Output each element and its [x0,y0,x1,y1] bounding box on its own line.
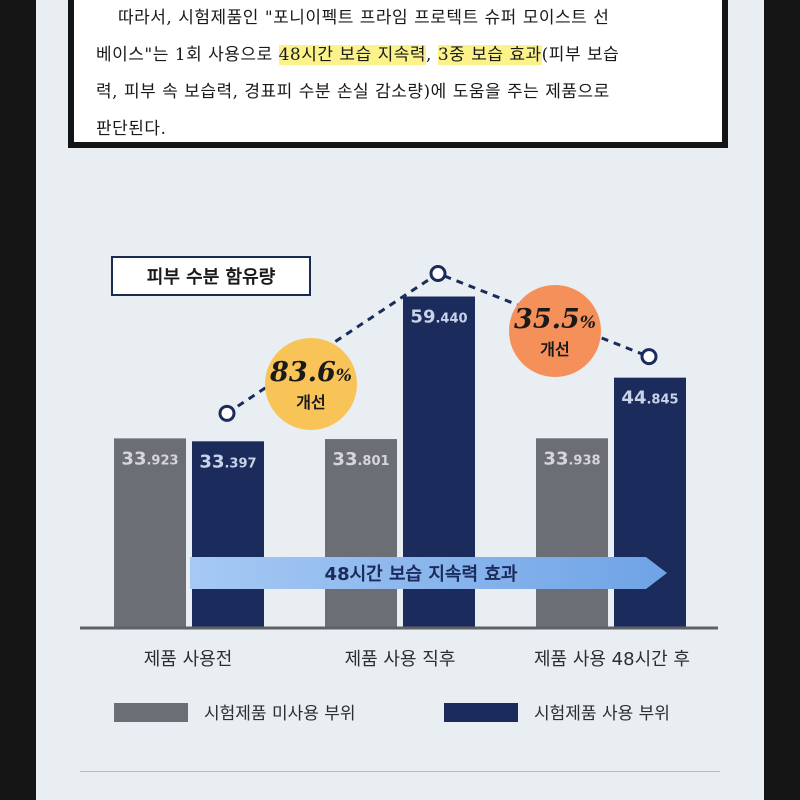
legend-label-0: 시험제품 미사용 부위 [204,704,356,724]
bar-value-label-0-0: 33.923 [121,448,178,469]
legend: 시험제품 미사용 부위 시험제품 사용 부위 [114,703,670,724]
doc-line-2-post: (피부 보습 [541,45,620,65]
bar-untreated-2 [536,438,608,627]
highlight-3x: 3중 보습 효과 [437,45,542,65]
bar-value-label-1-2: 44.845 [621,388,678,409]
improvement-percent-1: 35.5% [514,304,596,335]
bar-value-label-1-0: 33.397 [199,451,256,472]
trend-point-0 [218,404,236,422]
trend-point-1 [429,265,447,283]
x-tick-label-2: 제품 사용 48시간 후 [534,649,690,670]
x-tick-label-0: 제품 사용전 [144,649,233,670]
legend-swatch-1 [444,703,518,722]
badge-layer: 83.6% 개선 35.5% 개선 [265,285,601,430]
doc-line-2-pre: 베이스"는 1회 사용으로 [96,45,279,65]
section-divider [80,771,720,772]
x-tick-label-1: 제품 사용 직후 [345,649,456,670]
improvement-badge-1 [509,285,601,377]
bar-value-label-1-1: 59.440 [410,307,467,328]
doc-line-4: 판단된다. [96,119,167,139]
effect-arrow: 48시간 보습 지속력 효과 [190,557,667,589]
bar-value-label-0-1: 33.801 [332,449,389,470]
effect-arrow-shape [190,557,667,589]
doc-line-1: 따라서, 시험제품인 "포니이펙트 프라임 프로텍트 슈퍼 모이스트 선 [118,8,610,28]
chart-title: 피부 수분 함유량 [111,256,311,296]
bar-treated-2 [614,377,686,627]
legend-label-1: 시험제품 사용 부위 [534,704,670,724]
trend-point-2 [640,348,658,366]
bar-value-label-0-2: 33.938 [543,448,600,469]
bar-untreated-0 [114,438,186,627]
improvement-text-0: 개선 [296,393,325,412]
bars-layer: 33.923 33.801 33.938 33.397 59.440 44.845 [114,296,686,627]
highlight-48h: 48시간 보습 지속력 [278,45,427,65]
improvement-percent-0: 83.6% [269,357,352,388]
effect-arrow-label: 48시간 보습 지속력 효과 [325,564,518,585]
doc-line-3: 력, 피부 속 보습력, 경표피 수분 손실 감소량)에 도움을 주는 제품으로 [96,82,610,102]
legend-swatch-0 [114,703,188,722]
doc-line-2-mid: , [426,45,438,65]
bar-untreated-1 [325,439,397,627]
improvement-badge-0 [265,338,357,430]
improvement-text-1: 개선 [540,340,569,359]
bar-treated-0 [192,441,264,627]
x-tick-labels: 제품 사용전 제품 사용 직후 제품 사용 48시간 후 [144,649,690,670]
